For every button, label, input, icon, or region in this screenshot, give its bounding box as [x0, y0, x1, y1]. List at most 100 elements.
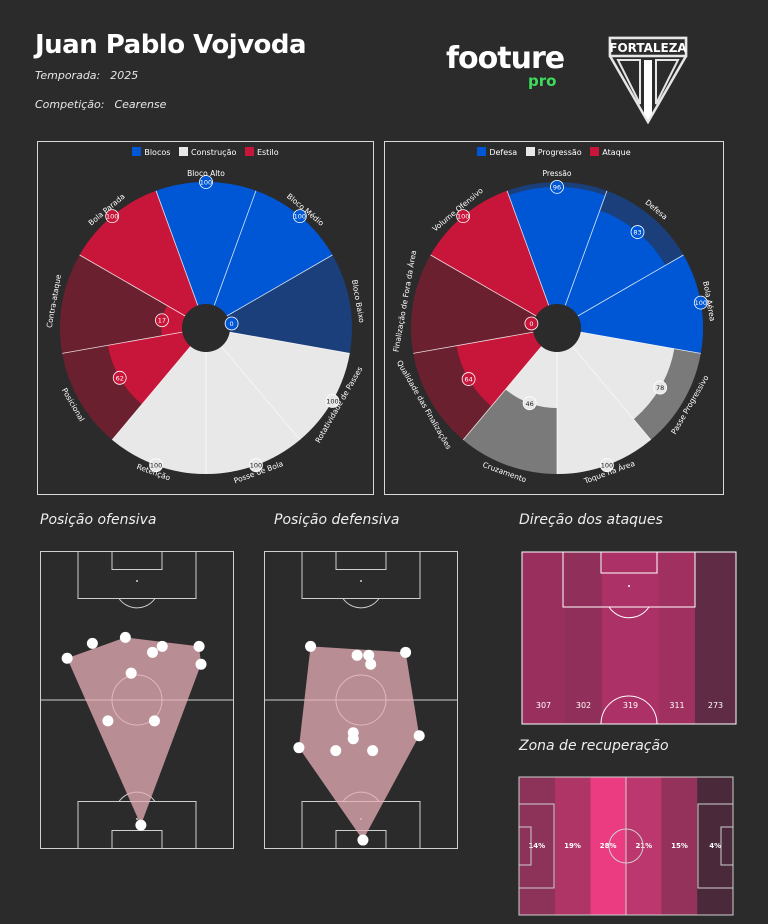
brand-name: footure [446, 41, 565, 76]
value-badge-circle [199, 175, 213, 189]
pizza-chart-left-panel: Blocos Construção Estilo 100 Bloco Alto 10… [37, 141, 374, 495]
legend-left: Blocos Construção Estilo [38, 147, 373, 157]
recovery-zone-cell [519, 777, 555, 915]
value-badge-circle [249, 458, 263, 473]
attack-lane-value: 319 [623, 701, 638, 710]
player-dot [135, 819, 147, 831]
penalty-spot [360, 580, 362, 582]
player-dot [125, 667, 137, 679]
pizza-center-hole [182, 304, 230, 352]
legend-item: Estilo [244, 147, 279, 157]
player-dot [86, 637, 98, 649]
pizza-slice-background [60, 255, 186, 354]
value-badge-circle [522, 396, 537, 411]
penalty-box-top [77, 551, 197, 599]
slice-divider [577, 254, 684, 317]
slice-divider [462, 346, 542, 441]
penalty-arc-top [342, 598, 380, 609]
value-badge-circle [224, 316, 239, 331]
pizza-slice-background [411, 255, 537, 354]
value-badge: 100 [249, 458, 263, 473]
player-dot [351, 649, 363, 661]
value-badge: 46 [522, 396, 537, 411]
goal-box-top [335, 551, 387, 570]
value-badge: 100 [456, 209, 471, 224]
value-badge-text: 0 [529, 320, 533, 328]
pizza-slice [112, 346, 206, 474]
goal-box-bottom [111, 830, 163, 849]
player-dot [365, 658, 377, 670]
defensive-position-pitch [264, 551, 458, 849]
value-badge: 100 [325, 394, 340, 408]
club-crest-icon: FORTALEZA [608, 36, 687, 124]
value-badge-text: 62 [116, 374, 124, 382]
penalty-arc-top [118, 598, 156, 609]
legend-item: Defesa [477, 147, 517, 157]
value-badge: 62 [112, 370, 127, 385]
legend-item: Ataque [590, 147, 631, 157]
value-badge-circle [456, 209, 471, 224]
penalty-arc [608, 606, 650, 619]
competition-label: Competição: [35, 98, 105, 111]
value-badge-text: 100 [457, 213, 469, 221]
pizza-slice [572, 332, 675, 420]
slice-label: Pressão [543, 169, 572, 178]
recovery-zone-value: 28% [600, 842, 617, 850]
goal-box [600, 551, 658, 574]
slice-label: Bloco Baixo [350, 279, 366, 324]
pizza-slice [505, 346, 557, 409]
recovery-zone-value: 15% [671, 842, 688, 850]
value-badge-text: 17 [158, 317, 166, 325]
value-badge-circle [155, 313, 169, 328]
legend-label: Blocos [144, 148, 171, 157]
slice-divider [226, 254, 333, 317]
player-dot [148, 715, 160, 727]
attack-lane-value: 273 [708, 701, 723, 710]
recovery-zone-value: 21% [635, 842, 652, 850]
value-badge-circle [630, 225, 645, 239]
season-value: 2025 [110, 69, 139, 82]
pizza-slice [557, 346, 651, 474]
legend-item: Progressão [525, 147, 582, 157]
value-badge: 100 [693, 295, 708, 310]
value-badge-circle [524, 316, 539, 331]
pizza-slice [206, 346, 300, 474]
attack-lane [659, 552, 695, 724]
goal-box-right [720, 826, 734, 866]
value-badge-text: 78 [656, 384, 664, 392]
legend-item: Construção [178, 147, 236, 157]
offensive-position-pitch [40, 551, 234, 849]
slice-divider [564, 190, 608, 306]
recovery-zone-cell [697, 777, 733, 915]
brand-sub: pro [528, 72, 557, 90]
value-badge-circle [693, 295, 708, 310]
slice-divider [506, 190, 550, 306]
slice-divider [111, 346, 191, 441]
value-badge-circle [325, 394, 340, 408]
value-badge-text: 100 [150, 462, 162, 470]
offensive-position-title: Posição ofensiva [40, 512, 157, 528]
recovery-zone-value: 14% [528, 842, 545, 850]
footure-logo: footure pro [446, 41, 565, 91]
value-badge: 17 [155, 313, 169, 328]
competition-value: Cearense [114, 98, 167, 111]
slice-divider [229, 331, 350, 354]
pizza-slice [156, 182, 256, 306]
attack-lane-value: 302 [576, 701, 591, 710]
slice-divider [79, 254, 186, 317]
competition-row: Competição: Cearense [35, 98, 166, 111]
value-badge-text: 100 [200, 179, 212, 187]
attack-lane [695, 552, 736, 724]
pizza-slice [456, 332, 542, 407]
team-shape-hull [67, 637, 202, 826]
attack-direction-chart: 307 302 319 311 273 [521, 551, 737, 725]
player-dot [119, 631, 131, 643]
player-name: Juan Pablo Vojvoda [35, 30, 307, 60]
value-badge-circle [653, 380, 668, 395]
player-dot [305, 640, 317, 652]
pizza-slice [508, 186, 606, 306]
recovery-zone-value: 19% [564, 842, 581, 850]
pizza-slice [221, 332, 350, 440]
